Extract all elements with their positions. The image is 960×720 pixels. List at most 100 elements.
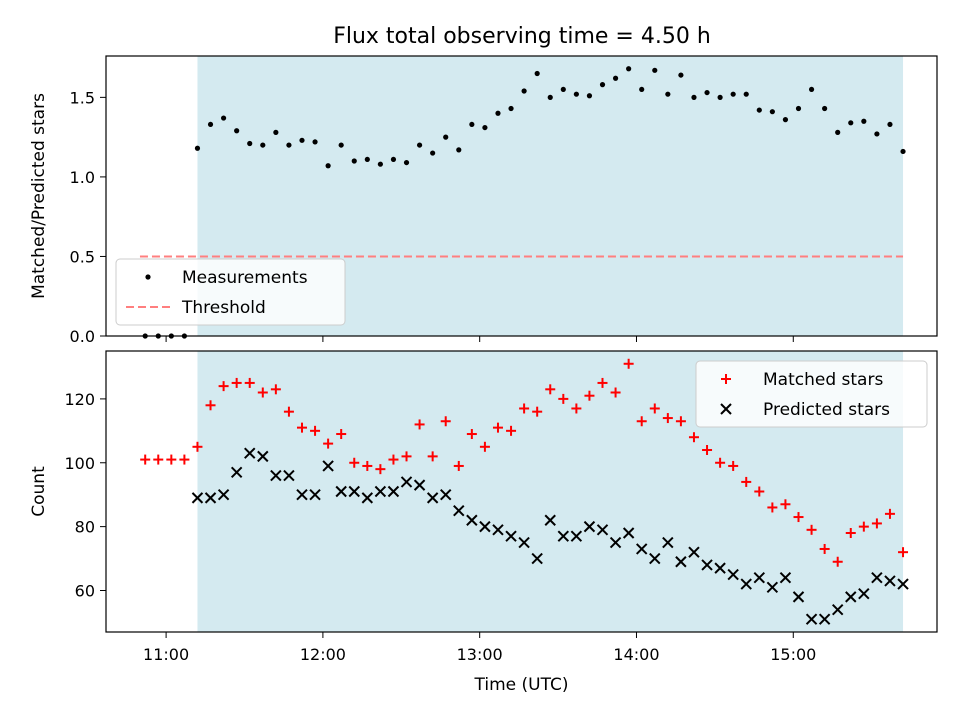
y-tick-label: 0.5 [70,247,95,266]
predicted-star-point [230,466,243,479]
x-marker-b [884,575,896,587]
matched-star-point [662,413,673,424]
measurement-point [207,121,214,128]
matched-star-point [545,384,556,395]
measurement-point [547,94,553,100]
measurement-point [469,121,475,128]
x-marker-b [636,543,648,555]
x-marker-b [531,552,543,565]
measurement-point [887,121,893,128]
predicted-star-point [897,578,909,590]
x-marker-b [688,546,700,558]
x-marker-b [230,466,243,479]
x-marker-b [204,492,217,504]
matched-star-point [898,547,909,558]
measurement-point [299,137,305,143]
measurement-point [260,142,266,148]
measurement-point [652,67,658,73]
predicted-star-point [596,524,609,536]
x-marker-b [858,587,870,600]
x-marker-b [701,559,713,571]
predicted-star-point [466,514,478,526]
predicted-star-point [831,603,844,616]
matched-star-point [806,524,817,535]
matched-star-point [244,377,255,388]
x-marker-b [720,403,732,415]
predicted-star-point [322,460,334,472]
predicted-star-point [675,556,687,568]
measurement-point [769,109,775,115]
measurement-point [678,72,684,78]
predicted-star-point [609,536,622,549]
matched-star-point [466,429,477,440]
measurement-point [521,88,527,94]
measurement-point [782,117,789,123]
y-tick-label: 0.0 [70,327,95,346]
predicted-star-point [479,520,491,533]
predicted-star-point [492,524,504,536]
matched-star-point [871,518,882,529]
x-marker-b [622,527,635,539]
x-marker-b [440,488,452,501]
predicted-star-point [296,488,308,501]
measurement-point [416,142,423,148]
predicted-star-point [740,578,752,590]
x-marker-b [609,536,622,549]
measurement-point [338,142,344,148]
predicted-star-point [779,572,792,584]
matched-star-point [218,381,229,392]
matched-star-point [754,486,765,497]
x-marker-b [871,572,883,584]
x-tick-label: 14:00 [613,645,659,664]
predicted-star-point [348,485,360,498]
x-marker-b [335,485,347,498]
x-marker-b [831,603,844,616]
measurement-point [626,66,632,72]
x-tick-label: 15:00 [770,645,816,664]
x-marker-b [805,613,818,625]
x-marker-b [779,572,792,584]
measurement-point [534,70,540,77]
legend-label-predicted: Predicted stars [763,400,890,420]
measurement-point [364,156,370,163]
matched-star-point [205,400,216,411]
matched-star-point [479,441,490,452]
measurement-point [508,105,514,112]
measurement-point [848,120,854,126]
predicted-star-point [622,527,635,539]
measurement-point [273,129,279,135]
legend-marker-matched [721,374,731,384]
predicted-star-point [884,575,896,587]
x-marker-b [283,469,295,482]
matched-star-point [257,387,268,398]
x-marker-b [426,492,439,504]
axes-frame [105,350,938,633]
predicted-star-point [217,488,230,501]
predicted-star-point [518,536,530,549]
predicted-star-point [413,479,426,491]
matched-star-point [375,464,386,475]
matched-star-point [362,460,373,471]
measurement-point [325,163,331,169]
measurement-point [835,129,841,135]
measurement-point [403,159,410,166]
matched-star-point [179,454,190,465]
predicted-star-point [636,543,648,555]
matched-star-point [688,432,699,443]
predicted-star-point [361,492,374,504]
y-tick-label: 120 [64,390,95,409]
matched-star-point [296,422,307,433]
measurement-point [691,94,697,100]
measurement-point [560,86,566,93]
x-marker-b [244,447,256,459]
matched-star-point [702,444,713,455]
legend-marker-predicted [720,403,732,415]
matched-star-point [767,502,778,513]
predicted-star-point [309,488,321,501]
predicted-star-point [649,552,661,565]
matched-star-point [440,416,451,427]
measurement-point [586,93,593,99]
y-tick-label: 100 [64,454,95,473]
x-marker-b [662,536,674,549]
measurement-point [430,150,436,156]
